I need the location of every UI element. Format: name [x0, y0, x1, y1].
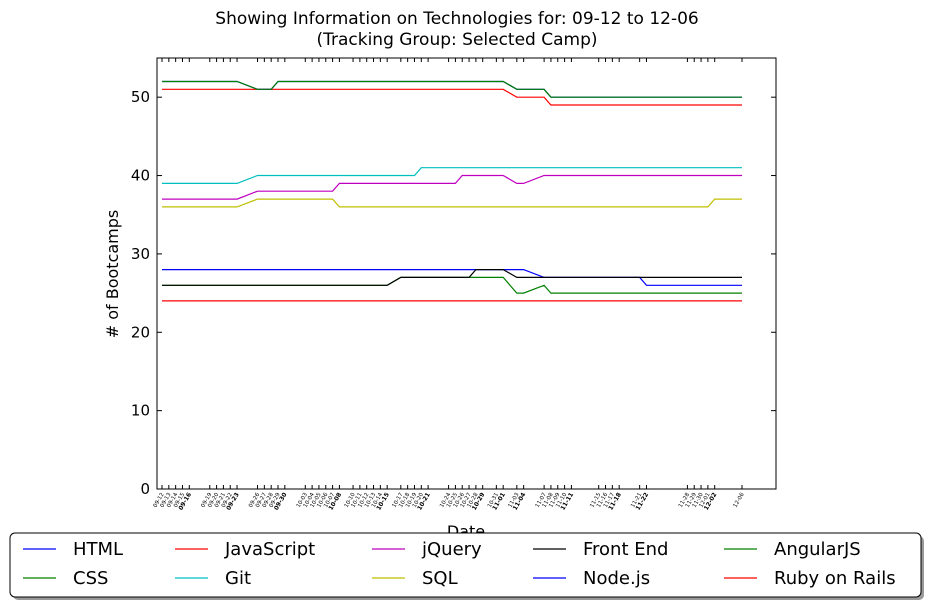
legend-label-front-end: Front End — [583, 539, 668, 560]
y-tick-label: 10 — [131, 402, 150, 420]
legend-label-css: CSS — [73, 568, 108, 589]
legend-label-jquery: jQuery — [421, 539, 482, 560]
legend-box — [9, 532, 922, 598]
series-line-git — [162, 167, 742, 184]
legend-label-sql: SQL — [422, 568, 458, 589]
y-tick-label: 30 — [131, 245, 150, 263]
y-tick-label: 40 — [131, 167, 150, 185]
series-line-front-end — [162, 269, 742, 286]
chart-subtitle: (Tracking Group: Selected Camp) — [316, 30, 597, 50]
series-line-jquery — [162, 174, 742, 200]
y-tick-label: 20 — [131, 323, 150, 341]
legend-label-node-js: Node.js — [583, 568, 650, 589]
legend: HTML JavaScript jQuery Front End AngularJS CS… — [9, 532, 924, 600]
y-tick-label: 0 — [140, 480, 150, 498]
legend-label-html: HTML — [73, 539, 123, 560]
plot-frame — [156, 57, 777, 490]
legend-label-git: Git — [225, 568, 251, 589]
chart-title: Showing Information on Technologies for:… — [215, 9, 698, 29]
legend-label-ruby-on-rails: Ruby on Rails — [774, 568, 896, 589]
x-tick-label: 12-06 — [733, 492, 746, 509]
y-axis-label: # of Bootcamps — [103, 210, 122, 339]
legend-label-angularjs: AngularJS — [774, 539, 861, 560]
series-line-sql — [162, 198, 742, 208]
legend-label-javascript: JavaScript — [224, 539, 315, 560]
y-tick-label: 50 — [131, 88, 150, 106]
series-line-angularjs — [162, 80, 742, 98]
series-line-javascript — [162, 88, 742, 106]
